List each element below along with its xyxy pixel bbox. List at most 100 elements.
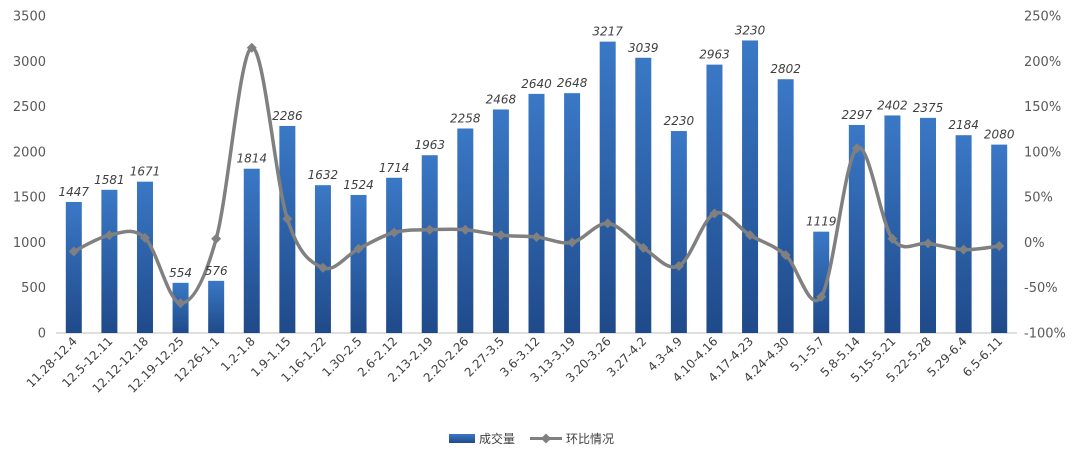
line-point: [958, 244, 969, 255]
y-right-tick-label: 50%: [1024, 191, 1053, 206]
bar: [243, 168, 260, 333]
bar-data-label: 1632: [308, 168, 339, 182]
bar-data-label: 554: [169, 266, 192, 280]
bar-data-label: 1119: [806, 215, 837, 229]
line-point: [104, 230, 115, 241]
bar-data-label: 1671: [130, 165, 161, 179]
y-left-tick-label: 3000: [13, 55, 46, 70]
line-point: [246, 42, 257, 53]
y-right-tick-label: -50%: [1024, 281, 1058, 296]
bar: [813, 231, 830, 333]
line-point: [602, 218, 613, 229]
legend-label-line: 环比情况: [566, 432, 614, 446]
y-left-tick-label: 1500: [13, 191, 46, 206]
bar-data-label: 2802: [770, 62, 801, 76]
y-right-tick-label: 100%: [1024, 145, 1061, 160]
bars-group: [65, 40, 1008, 334]
line-point: [816, 291, 827, 302]
bar: [991, 144, 1008, 333]
bar-data-label: 2963: [699, 48, 730, 62]
bar-data-label: 1714: [379, 161, 410, 175]
bar: [528, 93, 545, 334]
bar-data-label: 2297: [842, 108, 873, 122]
bar: [920, 117, 937, 334]
bar: [670, 131, 687, 333]
y-right-tick-label: 200%: [1024, 55, 1061, 70]
series-line: [73, 45, 1000, 305]
bar-data-label: 2648: [557, 76, 588, 90]
y-right-tick-label: -100%: [1024, 327, 1066, 342]
bar-data-label: 3217: [592, 25, 623, 39]
legend-swatch-bar: [449, 434, 475, 443]
bar-data-label: 2468: [486, 92, 517, 106]
y-right-tick-label: 250%: [1024, 10, 1061, 25]
bar-data-label: 1814: [236, 152, 267, 166]
y-left-tick-label: 0: [38, 327, 46, 342]
bar: [492, 109, 509, 333]
legend-marker-line: [541, 433, 551, 444]
bar-data-label: 2402: [877, 98, 908, 112]
bar: [706, 64, 723, 334]
bar-data-label: 2258: [450, 111, 481, 125]
bar-data-label: 2375: [913, 101, 944, 115]
y-left-tick-label: 1000: [13, 236, 46, 251]
bar: [136, 181, 153, 333]
bar: [884, 115, 901, 334]
line-point: [638, 242, 649, 253]
bar-data-label: 1581: [94, 173, 125, 187]
bar: [101, 189, 118, 333]
bar: [386, 177, 403, 333]
line-point: [673, 260, 684, 271]
bar-data-label: 2080: [984, 128, 1015, 142]
line-point: [745, 230, 756, 241]
bar-data-label: 2640: [521, 77, 552, 91]
bar-data-label: 2286: [272, 109, 303, 123]
bar: [742, 40, 759, 333]
y-left-tick-label: 2000: [13, 145, 46, 160]
y-right-tick-label: 0%: [1024, 236, 1045, 251]
bar-data-label: 2184: [948, 118, 979, 132]
line-point: [175, 298, 186, 309]
line-point: [211, 233, 222, 244]
line-point: [282, 213, 293, 224]
bar: [777, 79, 794, 333]
bar-data-label: 2230: [664, 114, 695, 128]
line-point: [887, 233, 898, 244]
line-point: [780, 250, 791, 261]
bar-data-label: 1524: [343, 178, 374, 192]
legend: 成交量 环比情况: [449, 431, 614, 446]
bar: [350, 194, 367, 333]
x-tick-label: 3.27-4.2: [604, 334, 649, 379]
line-point: [994, 241, 1005, 252]
x-tick-label: 6.5-6.11: [960, 334, 1005, 379]
line-point: [567, 237, 578, 248]
y-left-tick-label: 2500: [13, 100, 46, 115]
y-left-tick-label: 500: [21, 281, 46, 296]
line-point: [709, 208, 720, 219]
line-point: [317, 262, 328, 273]
bar-data-label: 3039: [628, 41, 659, 55]
y-right-tick-label: 150%: [1024, 100, 1061, 115]
line-point: [353, 243, 364, 254]
line-group: [68, 42, 1005, 309]
bar: [564, 93, 581, 333]
bar-data-label: 1447: [59, 185, 90, 199]
bar-data-label: 1963: [414, 138, 445, 152]
line-point: [68, 246, 79, 257]
bar: [421, 155, 438, 333]
bar: [599, 41, 616, 333]
bar: [314, 185, 331, 333]
bar: [279, 125, 296, 334]
line-point: [424, 224, 435, 235]
bar: [848, 124, 865, 333]
line-point: [495, 230, 506, 241]
line-point: [851, 143, 862, 154]
bar-data-label: 3230: [735, 23, 766, 37]
legend-label-bar: 成交量: [479, 431, 515, 446]
line-point: [139, 232, 150, 243]
bar: [65, 201, 82, 333]
line-point: [531, 231, 542, 242]
bar: [635, 57, 652, 334]
